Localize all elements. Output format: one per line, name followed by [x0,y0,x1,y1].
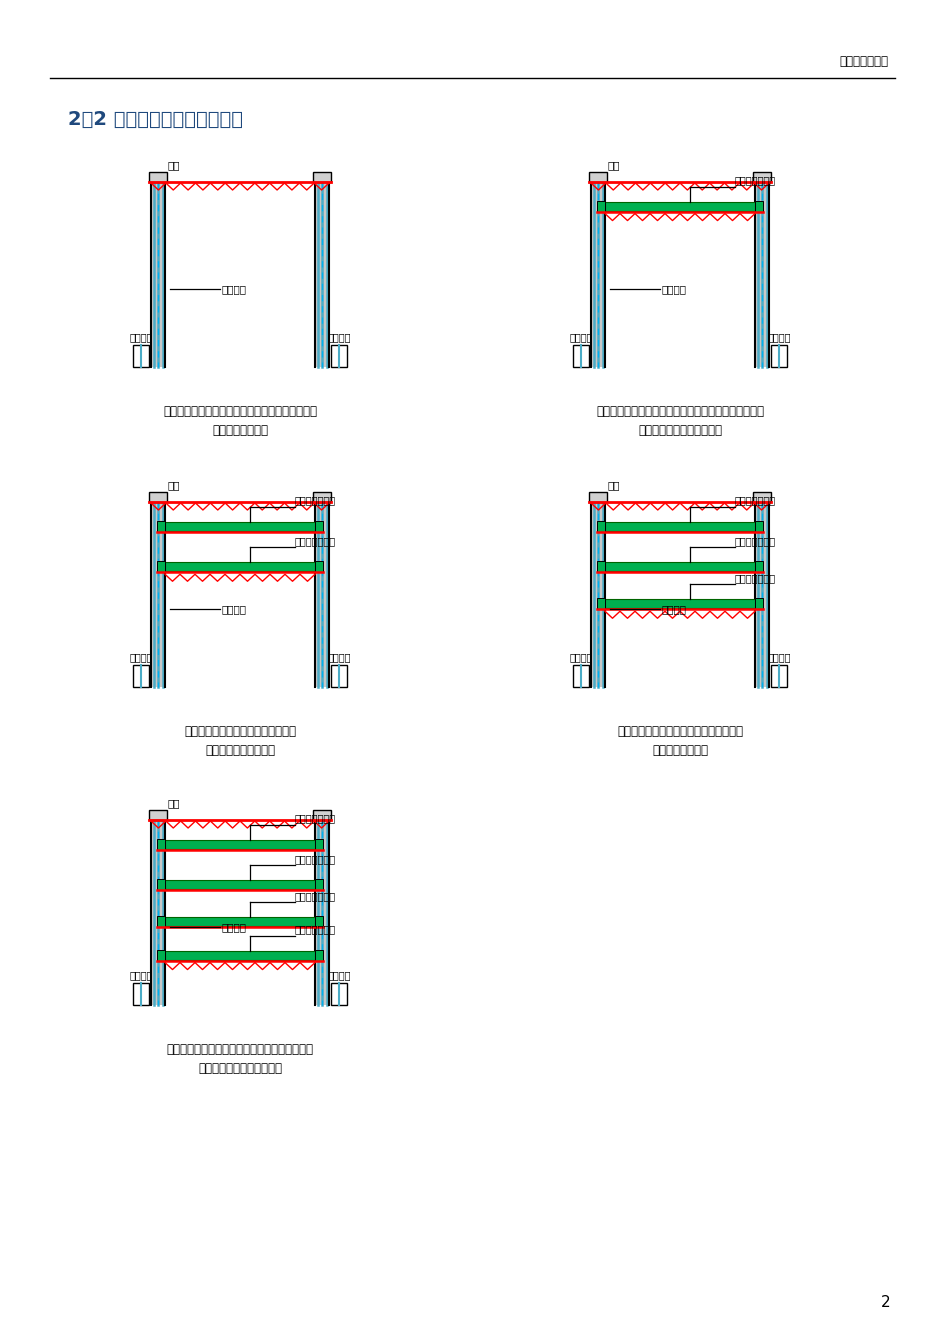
Bar [597,598,604,610]
Bar [752,172,770,182]
Text: 第四步：继续开挖基坑至第三道撑撑下，
架设第三道撑撑。: 第四步：继续开挖基坑至第三道撑撑下， 架设第三道撑撑。 [616,725,742,757]
Text: 围护结构: 围护结构 [221,604,245,614]
Bar [604,599,754,608]
Bar [149,492,167,501]
Text: 管井降水: 管井降水 [129,652,153,662]
Bar [312,492,330,501]
Bar [754,562,762,572]
Text: 第一道钢管桩撑: 第一道钢管桩撑 [295,813,336,824]
Text: 地面: 地面 [607,160,620,170]
Bar [157,838,165,849]
Text: 2．2 支护体系施工方法和顺序: 2．2 支护体系施工方法和顺序 [68,110,243,128]
Text: 围护结构: 围护结构 [660,604,685,614]
Bar [754,182,768,366]
Text: 管井降水: 管井降水 [327,332,350,342]
Bar [133,983,149,1005]
Bar [330,664,346,687]
Bar [149,172,167,182]
Text: 第一道钢管桩撑: 第一道钢管桩撑 [295,496,336,505]
Bar [165,917,314,927]
Bar [597,520,604,532]
Bar [165,563,314,571]
Text: 第二步：开挖基坑至第一道撑撑下，架设第一道撑撑。
根据地下水位置开始降水。: 第二步：开挖基坑至第一道撑撑下，架设第一道撑撑。 根据地下水位置开始降水。 [596,405,763,437]
Text: 第三道钢管桩撑: 第三道钢管桩撑 [734,574,775,583]
Bar [590,501,604,687]
Text: 第四道钢管桩撑: 第四道钢管桩撑 [295,925,336,935]
Bar [597,201,604,211]
Text: 第五步：开挖基坑至设计标高，完成基坑开挖。
施作基坑排水沟及集水坑。: 第五步：开挖基坑至设计标高，完成基坑开挖。 施作基坑排水沟及集水坑。 [166,1043,313,1075]
Bar [754,201,762,211]
Text: 地面: 地面 [607,480,620,489]
Text: 地面: 地面 [168,480,180,489]
Bar [133,345,149,366]
Text: 第三步：继续开挖基坑至第二道撑撑
下，架设第二道撑撑。: 第三步：继续开挖基坑至第二道撑撑 下，架设第二道撑撑。 [184,725,295,757]
Bar [590,182,604,366]
Bar [151,182,165,366]
Bar [314,916,323,928]
Bar [165,951,314,960]
Text: 管井降水: 管井降水 [767,652,790,662]
Bar [314,562,323,572]
Text: 管井降水: 管井降水 [327,652,350,662]
Text: 围护结构: 围护结构 [660,285,685,294]
Bar [314,520,323,532]
Text: 管井降水: 管井降水 [767,332,790,342]
Bar [754,501,768,687]
Text: 第二道钢管桩撑: 第二道钢管桩撑 [295,854,336,864]
Text: 地面: 地面 [168,160,180,170]
Bar [165,521,314,531]
Text: 围护结构: 围护结构 [221,923,245,932]
Bar [151,820,165,1005]
Bar [314,501,329,687]
Bar [770,345,786,366]
Bar [572,664,588,687]
Bar [604,521,754,531]
Bar [165,880,314,889]
Text: 第三道钢管桩撑: 第三道钢管桩撑 [295,892,336,901]
Text: 管井降水: 管井降水 [327,971,350,980]
Text: 管井降水: 管井降水 [568,332,592,342]
Bar [754,520,762,532]
Bar [752,492,770,501]
Bar [604,563,754,571]
Bar [157,916,165,928]
Text: 第一道钢管桩撑: 第一道钢管桩撑 [734,496,775,505]
Bar [312,810,330,820]
Bar [770,664,786,687]
Bar [588,492,606,501]
Text: 2: 2 [880,1296,889,1310]
Text: 钢支撑架设方案: 钢支撑架设方案 [838,55,887,68]
Bar [314,949,323,960]
Text: 第二道钢管桩撑: 第二道钢管桩撑 [295,536,336,547]
Bar [157,880,165,890]
Text: 围护结构: 围护结构 [221,285,245,294]
Bar [312,172,330,182]
Bar [604,202,754,210]
Bar [597,562,604,572]
Text: 第一道钢管桩撑: 第一道钢管桩撑 [734,175,775,186]
Bar [133,664,149,687]
Bar [314,880,323,890]
Bar [754,598,762,610]
Text: 地面: 地面 [168,798,180,808]
Bar [330,345,346,366]
Text: 管井降水: 管井降水 [129,332,153,342]
Bar [588,172,606,182]
Bar [330,983,346,1005]
Bar [151,501,165,687]
Text: 第二道钢管桩撑: 第二道钢管桩撑 [734,536,775,547]
Bar [157,949,165,960]
Text: 第一步：破除地面，施作基坑两侧围护结构、圈梁
。施作降水管井。: 第一步：破除地面，施作基坑两侧围护结构、圈梁 。施作降水管井。 [162,405,316,437]
Bar [149,810,167,820]
Bar [157,520,165,532]
Bar [165,840,314,849]
Bar [314,182,329,366]
Bar [157,562,165,572]
Bar [314,838,323,849]
Bar [314,820,329,1005]
Text: 管井降水: 管井降水 [568,652,592,662]
Text: 管井降水: 管井降水 [129,971,153,980]
Bar [572,345,588,366]
